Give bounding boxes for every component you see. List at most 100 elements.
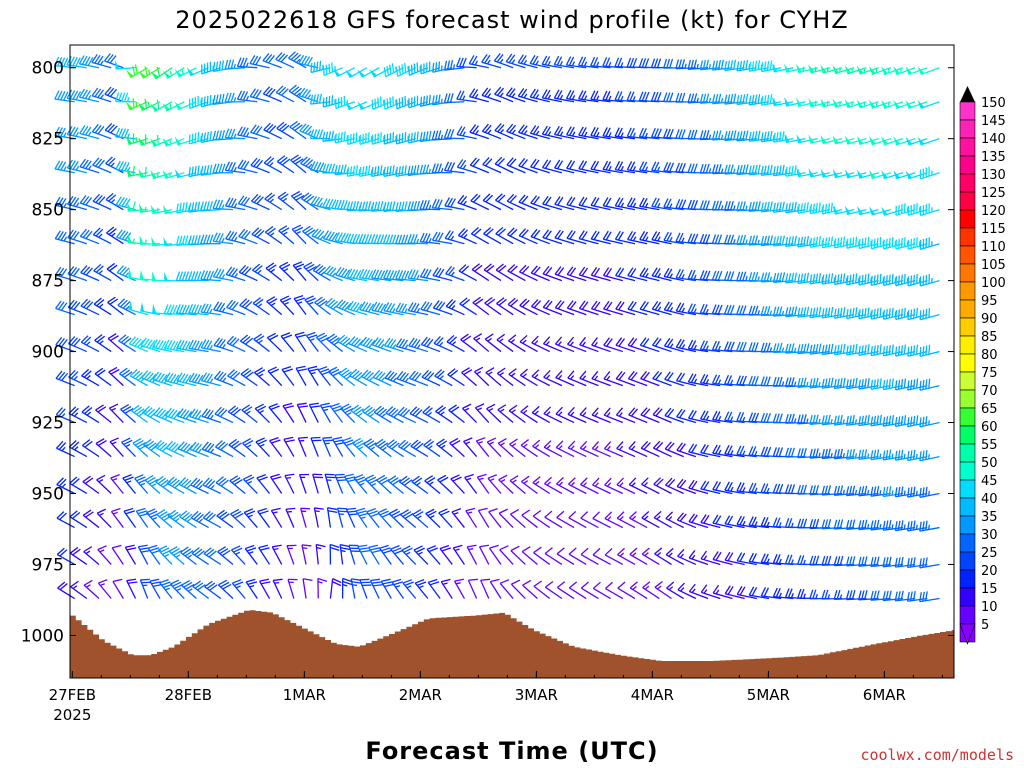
wind-barb [317,577,328,599]
wind-barb [473,366,490,387]
wind-barb [809,306,830,319]
wind-barb [322,163,343,174]
wind-barb [369,578,383,599]
wind-barb [663,198,684,211]
colorbar-swatch [959,317,976,337]
wind-barb [227,405,246,424]
wind-barb [590,56,611,69]
wind-barb [70,580,88,600]
wind-barb [167,509,185,529]
wind-barb [54,90,75,103]
wind-barb [96,508,112,529]
wind-barb [162,67,185,79]
wind-barb [110,507,124,528]
wind-barb [346,165,368,177]
wind-barb [541,55,562,69]
wind-barb [157,545,173,565]
wind-barb [266,332,283,353]
wind-barb [820,168,843,178]
wind-barb [231,579,246,599]
wind-barb [663,231,684,245]
wind-barb [164,372,185,387]
wind-barb [189,441,209,458]
wind-barb [242,437,258,458]
wind-barb [427,578,441,599]
wind-barb [700,550,721,566]
wind-barb [809,448,830,459]
wind-barb [334,231,355,245]
wind-barb [907,237,928,250]
wind-barb [436,438,453,458]
wind-barb [280,332,295,352]
wind-barb [494,86,514,103]
wind-barb [262,52,282,69]
colorbar-label: 40 [981,492,998,507]
wind-barb [421,369,441,387]
wind-barb [676,442,697,458]
wind-barb [907,273,928,287]
wind-barb [565,89,587,103]
wind-barb [371,301,392,316]
wind-barb [250,157,270,174]
wind-barb [834,236,855,249]
colorbar-label: 75 [981,366,998,381]
wind-barb [226,299,246,316]
wind-barb [461,367,478,387]
wind-barb [760,376,782,387]
wind-barb [67,299,88,316]
wind-barb [845,556,867,567]
wind-barb [446,334,465,353]
wind-barb [411,475,429,495]
wind-barb [464,473,478,494]
wind-barb [176,201,197,214]
wind-barb [626,197,648,211]
wind-barb [796,134,818,144]
colorbar-swatch [959,263,976,283]
wind-barb [439,544,453,565]
wind-barb [200,303,221,316]
wind-barb [688,513,709,529]
wind-barb [290,190,307,211]
wind-barb [426,545,441,565]
wind-barb [580,477,599,495]
wind-barb [748,271,769,283]
wind-barb [856,169,879,179]
wind-barb [591,337,611,353]
wind-barb [383,132,404,145]
wind-barb [482,193,502,211]
wind-barb [736,201,757,212]
wind-barb [894,449,916,461]
wind-barb [541,125,563,140]
wind-barb [337,334,356,353]
wind-barb [808,134,831,144]
wind-barb [350,578,362,599]
colorbar-swatch [959,605,976,625]
wind-barb [450,474,465,494]
wind-barb [286,544,297,565]
wind-barb [139,235,160,245]
wind-barb [249,88,270,103]
wind-barb [748,235,770,246]
wind-barb [83,546,100,565]
wind-barb [488,544,502,565]
wind-barb [204,580,222,600]
wind-barb [279,295,295,316]
wind-barb [215,476,234,495]
wind-barb [616,511,636,529]
wind-barb [80,335,100,353]
wind-barb [275,85,295,103]
wind-barb [144,474,161,494]
wind-barb [272,578,283,599]
wind-barb [263,122,283,140]
wind-barb [92,227,112,245]
wind-barb [821,202,843,215]
wind-barb [555,440,575,458]
wind-barb [268,403,283,423]
wind-barb [676,408,697,424]
wind-barb [521,509,538,529]
wind-barb [639,197,660,211]
wind-barb [431,130,453,141]
wind-barb [128,336,148,353]
wind-barb [443,128,465,140]
wind-barb [358,268,380,282]
